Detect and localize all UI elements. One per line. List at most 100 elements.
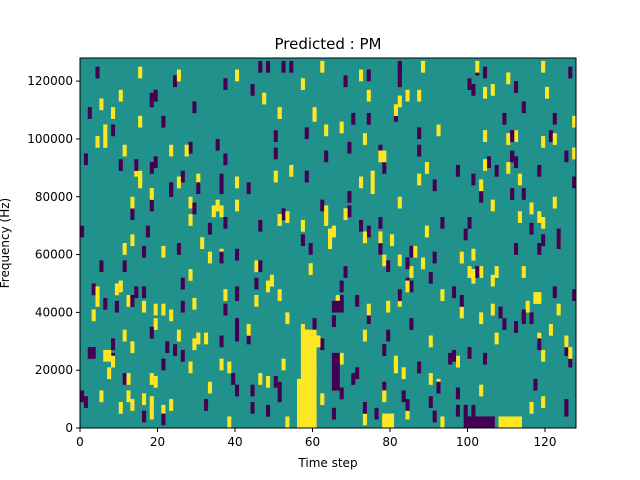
high-cell <box>370 170 375 183</box>
low-cell <box>483 352 488 365</box>
y-tick-label: 60000 <box>35 248 73 262</box>
high-cell <box>424 162 429 174</box>
high-cell <box>176 329 181 342</box>
y-tick-label: 80000 <box>35 190 73 204</box>
low-cell <box>161 413 166 426</box>
chart-title: Predicted : PM <box>275 35 382 53</box>
high-cell <box>215 199 220 212</box>
high-cell <box>320 393 325 406</box>
low-cell <box>378 243 383 255</box>
high-cell <box>483 159 488 171</box>
low-cell <box>455 164 460 177</box>
low-cell <box>331 315 336 328</box>
high-cell <box>95 136 100 148</box>
high-cell <box>227 361 232 374</box>
y-tick-label: 100000 <box>27 132 73 146</box>
high-cell <box>366 303 371 316</box>
low-cell <box>308 243 313 255</box>
x-axis-label: Time step <box>297 456 357 470</box>
high-cell <box>382 150 387 163</box>
low-cell <box>83 396 88 408</box>
low-cell <box>250 401 255 414</box>
low-cell <box>362 401 367 414</box>
high-cell <box>320 60 325 73</box>
high-cell <box>161 303 166 316</box>
low-cell <box>258 60 263 73</box>
high-cell <box>188 196 193 209</box>
high-cell <box>219 358 224 371</box>
high-cell <box>297 378 317 429</box>
low-cell <box>204 399 209 411</box>
low-cell <box>382 344 387 356</box>
high-cell <box>459 306 464 319</box>
low-cell <box>463 404 468 417</box>
high-cell <box>176 69 181 82</box>
low-cell <box>339 280 344 293</box>
high-cell <box>343 208 348 221</box>
high-cell <box>316 335 321 348</box>
high-cell <box>126 390 131 403</box>
high-cell <box>514 130 519 143</box>
high-cell <box>490 199 495 212</box>
y-tick-label: 0 <box>65 421 73 435</box>
high-cell <box>529 202 534 215</box>
high-cell <box>541 349 546 362</box>
low-cell <box>347 190 352 203</box>
low-cell <box>556 228 561 241</box>
high-cell <box>525 300 530 313</box>
high-cell <box>149 407 154 420</box>
high-cell <box>153 303 158 316</box>
low-cell <box>359 219 364 232</box>
high-cell <box>285 312 290 325</box>
low-cell <box>223 153 228 166</box>
high-cell <box>564 335 569 348</box>
low-cell <box>564 150 569 163</box>
high-cell <box>188 269 193 281</box>
low-cell <box>382 381 387 394</box>
low-cell <box>502 318 507 330</box>
heatmap-cells <box>80 60 577 429</box>
high-cell <box>114 283 119 296</box>
high-cell <box>506 162 511 174</box>
high-cell <box>378 150 383 163</box>
high-cell <box>568 347 573 359</box>
high-cell <box>118 401 123 414</box>
low-cell <box>312 318 317 330</box>
high-cell <box>161 404 166 417</box>
low-cell <box>428 396 433 408</box>
high-cell <box>440 416 445 429</box>
high-cell <box>324 124 329 137</box>
low-cell <box>235 318 240 330</box>
low-cell <box>479 190 484 203</box>
high-cell <box>300 219 305 232</box>
low-cell <box>351 373 356 385</box>
high-cell <box>397 95 402 108</box>
high-cell <box>517 211 522 223</box>
low-cell <box>304 170 309 183</box>
low-cell <box>103 297 108 310</box>
high-cell <box>281 358 286 371</box>
high-cell <box>103 136 108 148</box>
high-cell <box>138 66 143 79</box>
high-cell <box>207 381 212 394</box>
low-cell <box>548 130 553 143</box>
high-cell <box>382 390 387 403</box>
low-cell <box>417 144 422 157</box>
high-cell <box>258 373 263 385</box>
high-cell <box>556 303 561 316</box>
low-cell <box>122 373 127 385</box>
high-cell <box>235 199 240 212</box>
high-cell <box>196 173 201 186</box>
high-cell <box>382 413 395 429</box>
high-cell <box>111 107 116 119</box>
y-tick-label: 120000 <box>27 74 73 88</box>
high-cell <box>421 257 426 270</box>
high-cell <box>494 332 499 345</box>
high-cell <box>188 361 193 374</box>
high-cell <box>122 329 127 342</box>
high-cell <box>541 216 546 229</box>
low-cell <box>494 164 499 177</box>
low-cell <box>529 312 534 325</box>
low-cell <box>463 416 495 429</box>
